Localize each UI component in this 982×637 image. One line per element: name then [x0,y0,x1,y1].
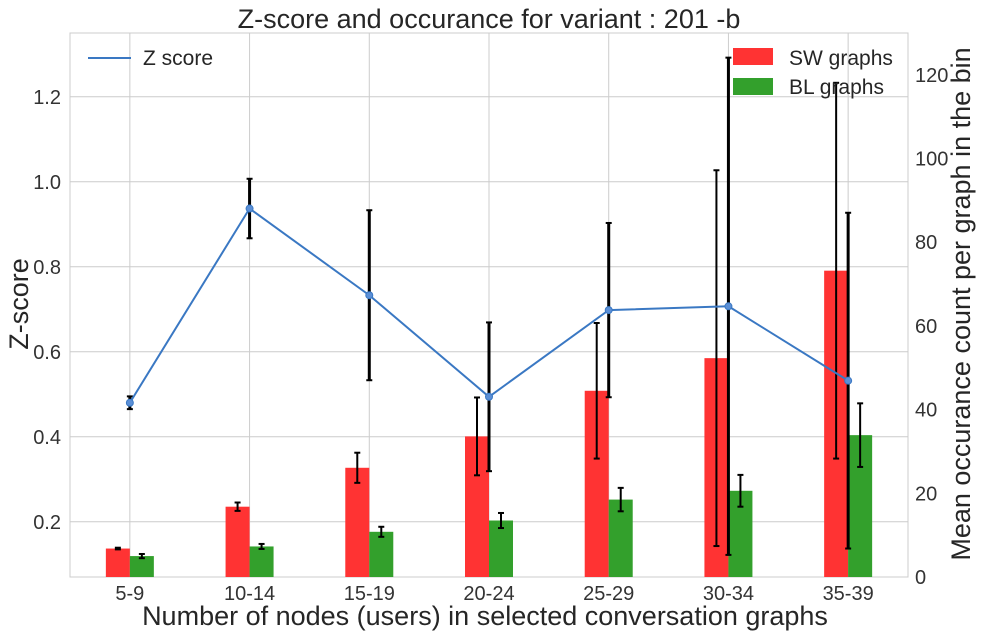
x-tick-label: 15-19 [344,583,395,605]
legend-sw-label: SW graphs [789,47,893,70]
right-y-tick-label: 120 [915,65,948,87]
left-y-tick-label: 0.2 [33,512,61,534]
legend-bl-label: BL graphs [789,76,884,99]
zscore-point [485,392,493,401]
sw-error-bar [114,546,121,551]
tick-labels: 0.2 0.4 0.6 0.8 1.0 1.2 0 20 40 60 80 100 120 5-9 10-1… [33,65,948,605]
sw-error-bar [354,451,361,484]
left-y-tick-label: 1.0 [33,172,61,194]
bl-error-bar [258,542,265,550]
right-y-tick-label: 20 [915,483,937,505]
zscore-point [724,302,733,311]
left-y-tick-label: 1.2 [33,87,61,109]
right-y-tick-label: 80 [915,232,937,254]
zscore-point [125,398,134,407]
bl-bar [129,556,154,577]
right-y-tick-label: 40 [915,400,937,422]
bl-error-bar [498,511,504,530]
sw-bar [345,467,370,577]
right-y-tick-label: 60 [915,316,937,338]
bl-error-bar [617,486,624,513]
x-tick-label: 35-39 [823,583,874,605]
left-y-axis-title: Z-score [4,258,34,350]
sw-bar [105,548,130,577]
zscore-point [245,204,254,213]
sw-bar [225,506,250,577]
bl-error-bar [138,552,145,560]
right-y-tick-label: 0 [915,567,926,589]
legend-bl-swatch [733,78,773,95]
bl-bar [369,531,394,577]
zscore-line-layer [125,56,853,556]
bl-bar [249,546,274,577]
x-axis-title: Number of nodes (users) in selected conv… [142,601,828,631]
bl-bar [608,499,633,577]
x-tick-label: 10-14 [224,583,275,605]
legend-sw-swatch [733,48,773,65]
sw-error-bar [234,501,241,512]
sw-error-bar [474,396,480,477]
right-y-tick-label: 100 [915,149,948,171]
bars-layer [105,81,873,577]
sw-error-bar [833,81,840,460]
x-tick-label: 5-9 [115,583,144,605]
bl-error-bar [378,525,385,538]
legend-left: Z score [88,47,213,70]
x-tick-label: 25-29 [583,583,634,605]
sw-error-bar [713,169,720,548]
legend-zscore-label: Z score [143,47,213,70]
bl-error-bar [737,473,744,508]
bl-bar [489,520,513,577]
left-y-tick-label: 0.6 [33,342,61,364]
zscore-point [604,306,613,315]
zscore-point [844,376,853,385]
bl-error-bar [857,402,864,468]
x-tick-label: 20-24 [463,583,514,605]
legend-right: SW graphs BL graphs [733,47,893,99]
left-y-tick-label: 0.8 [33,257,61,279]
x-tick-label: 30-34 [703,583,754,605]
chart-title: Z-score and occurance for variant : 201 … [238,4,741,34]
sw-error-bar [593,321,600,460]
right-y-axis-title: Mean occurance count per graph in the bi… [946,47,976,560]
zscore-point [365,291,374,300]
left-y-tick-label: 0.4 [33,427,61,449]
